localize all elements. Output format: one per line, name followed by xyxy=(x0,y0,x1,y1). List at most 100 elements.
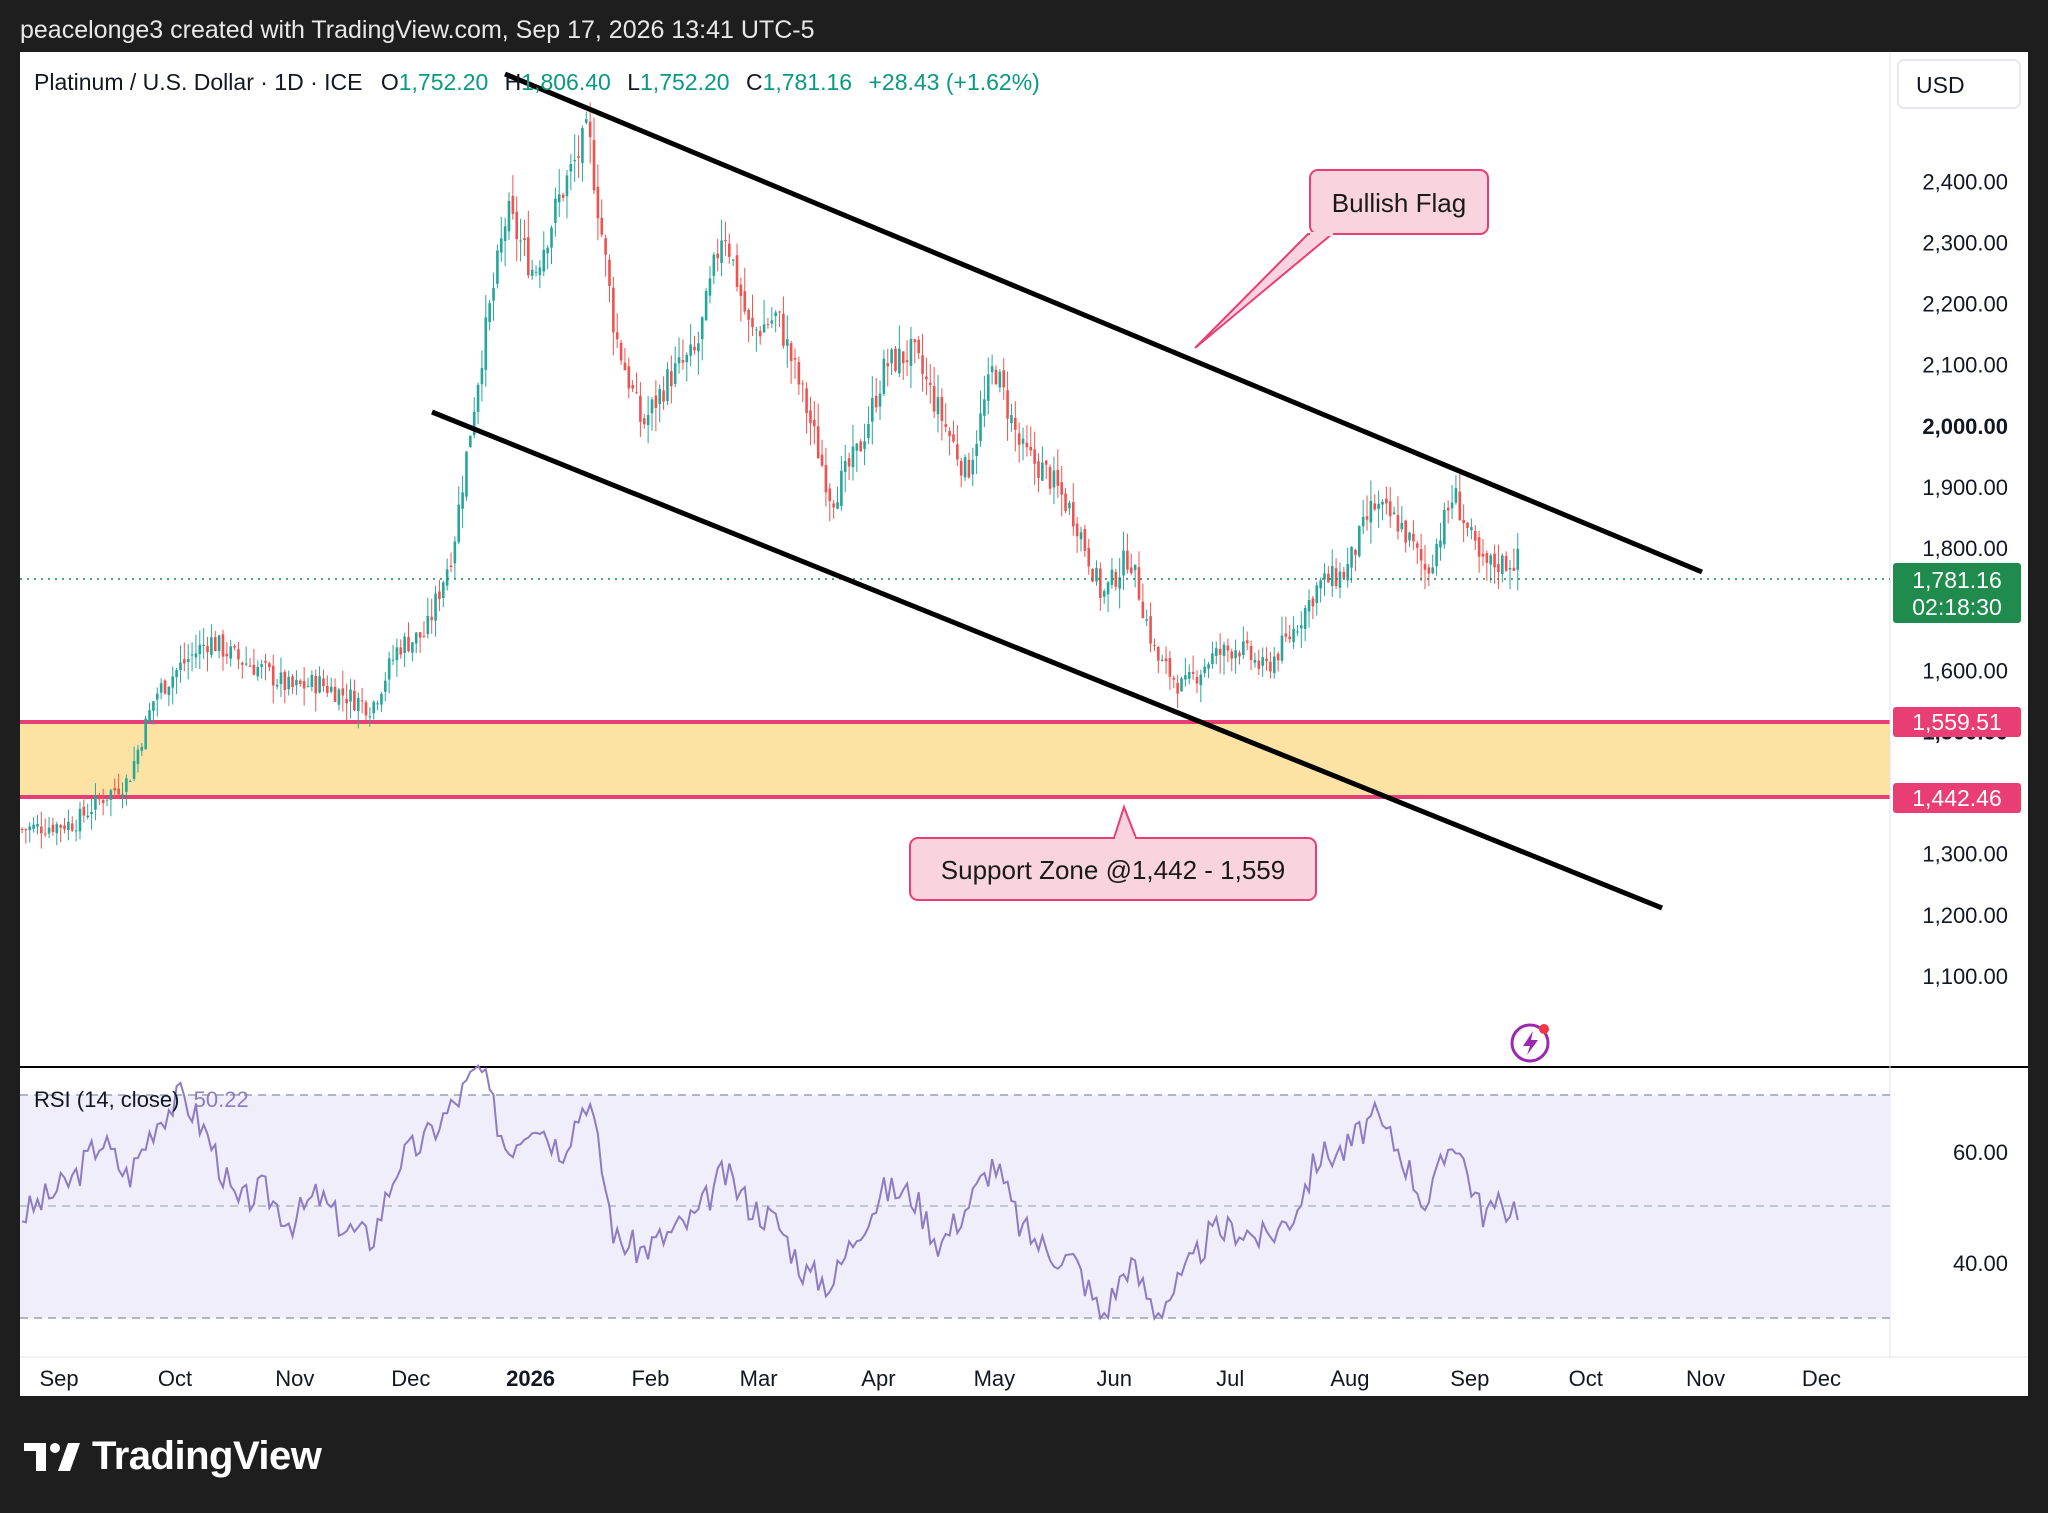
candle-body xyxy=(1029,446,1033,451)
currency-button[interactable] xyxy=(1897,59,2021,109)
candle-body xyxy=(128,781,132,783)
candle-body xyxy=(882,358,886,394)
bullish-flag-label: Bullish Flag xyxy=(1332,188,1466,218)
candle-body xyxy=(1041,462,1044,481)
support-zone-callout-pointer xyxy=(1112,804,1138,839)
candle-body xyxy=(78,808,82,832)
candle-body xyxy=(1195,677,1199,684)
bullish-flag-callout[interactable] xyxy=(1309,169,1489,235)
candle-body xyxy=(1489,555,1492,565)
rsi-line xyxy=(21,1064,1519,1322)
candle-body xyxy=(1504,555,1508,571)
candle-body xyxy=(1083,528,1087,551)
candle-body xyxy=(1238,652,1241,657)
candle-body xyxy=(503,226,507,241)
candle-body xyxy=(1497,564,1500,573)
candle-body xyxy=(828,488,832,502)
candle-body xyxy=(871,398,874,422)
candle-body xyxy=(329,686,333,692)
chart-panel[interactable]: Bullish Flag Support Zone @1,442 - 1,559… xyxy=(20,52,2028,1396)
candle-body xyxy=(561,194,565,198)
candle-body xyxy=(859,441,863,452)
candle-body xyxy=(20,828,24,830)
candle-body xyxy=(905,360,909,363)
candle-body xyxy=(1253,659,1257,663)
candle-body xyxy=(658,388,662,405)
candle-body xyxy=(1292,628,1295,643)
candle-body xyxy=(1106,582,1110,595)
lightning-icon[interactable] xyxy=(1510,1023,1550,1063)
candle-body xyxy=(183,659,186,664)
candle-body xyxy=(577,156,580,158)
candle-body xyxy=(523,238,526,241)
candle-body xyxy=(631,385,634,389)
time-axis-label: Mar xyxy=(740,1366,778,1391)
candle-body xyxy=(279,672,283,684)
candle-body xyxy=(51,824,55,833)
tradingview-logo: TradingView xyxy=(24,1432,322,1480)
candle-body xyxy=(414,632,418,644)
candle-body xyxy=(1133,564,1137,571)
candle-body xyxy=(36,823,39,827)
candle-body xyxy=(105,799,109,801)
candle-body xyxy=(662,390,665,402)
candle-body xyxy=(1064,493,1067,511)
candle-body xyxy=(1087,548,1091,567)
time-axis-label: Jun xyxy=(1096,1366,1131,1391)
candle-body xyxy=(345,698,348,704)
candle-body xyxy=(476,384,480,412)
rsi-series xyxy=(21,1064,1519,1322)
lower-channel-trendline[interactable] xyxy=(431,409,1663,911)
candle-body xyxy=(1203,666,1206,673)
price-axis-label: 1,300.00 xyxy=(1922,842,2008,867)
candle-body xyxy=(1357,526,1361,557)
candle-body xyxy=(542,249,546,272)
candle-body xyxy=(1230,651,1234,659)
candle-body xyxy=(1311,598,1315,607)
candle-body xyxy=(438,591,441,600)
candle-body xyxy=(619,342,623,361)
change-value: +28.43 (+1.62%) xyxy=(868,69,1039,95)
candle-body xyxy=(774,312,777,317)
upper-channel-trendline[interactable] xyxy=(504,71,1703,575)
candle-body xyxy=(840,470,843,506)
price-axis-label: 1,800.00 xyxy=(1922,536,2008,561)
candle-body xyxy=(1388,501,1392,517)
candle-countdown: 02:18:30 xyxy=(1912,594,2002,620)
symbol-legend: Platinum / U.S. Dollar · 1D · ICE O1,752… xyxy=(34,69,1040,95)
candle-body xyxy=(461,492,464,509)
candle-body xyxy=(1408,532,1411,541)
candle-body xyxy=(1261,657,1264,666)
candle-body xyxy=(766,324,770,326)
price-chart-svg[interactable]: Bullish Flag Support Zone @1,442 - 1,559… xyxy=(20,52,2028,1396)
candle-body xyxy=(1419,549,1423,561)
candle-body xyxy=(813,419,816,427)
candle-body xyxy=(820,454,824,466)
candle-body xyxy=(82,806,86,816)
candle-body xyxy=(681,360,685,363)
candle-body xyxy=(747,309,750,320)
support-zone-band xyxy=(20,722,1890,797)
candle-body xyxy=(712,254,716,276)
candle-body xyxy=(727,243,731,257)
candle-body xyxy=(1346,564,1349,581)
candle-body xyxy=(314,675,318,694)
candle-body xyxy=(1423,563,1427,570)
tradingview-logo-icon xyxy=(24,1439,80,1473)
price-axis-label: 1,600.00 xyxy=(1922,658,2008,683)
support-zone-callout[interactable] xyxy=(909,837,1317,901)
time-axis-label: Aug xyxy=(1330,1366,1369,1391)
candle-body xyxy=(449,565,453,568)
price-axis-label: 2,300.00 xyxy=(1922,230,2008,255)
rsi-value: 50.22 xyxy=(194,1087,249,1112)
candle-body xyxy=(886,363,890,367)
candle-body xyxy=(140,746,144,751)
time-axis[interactable]: Sep Oct Nov Dec 2026 Feb Mar Apr May Jun Jul Aug Sep… xyxy=(39,1366,1841,1391)
candle-body xyxy=(797,362,801,385)
candle-body xyxy=(1245,640,1249,644)
candle-body xyxy=(1493,553,1496,568)
candle-body xyxy=(708,278,712,296)
candle-body xyxy=(1342,571,1346,579)
candle-body xyxy=(152,701,155,711)
candle-body xyxy=(1033,449,1036,464)
